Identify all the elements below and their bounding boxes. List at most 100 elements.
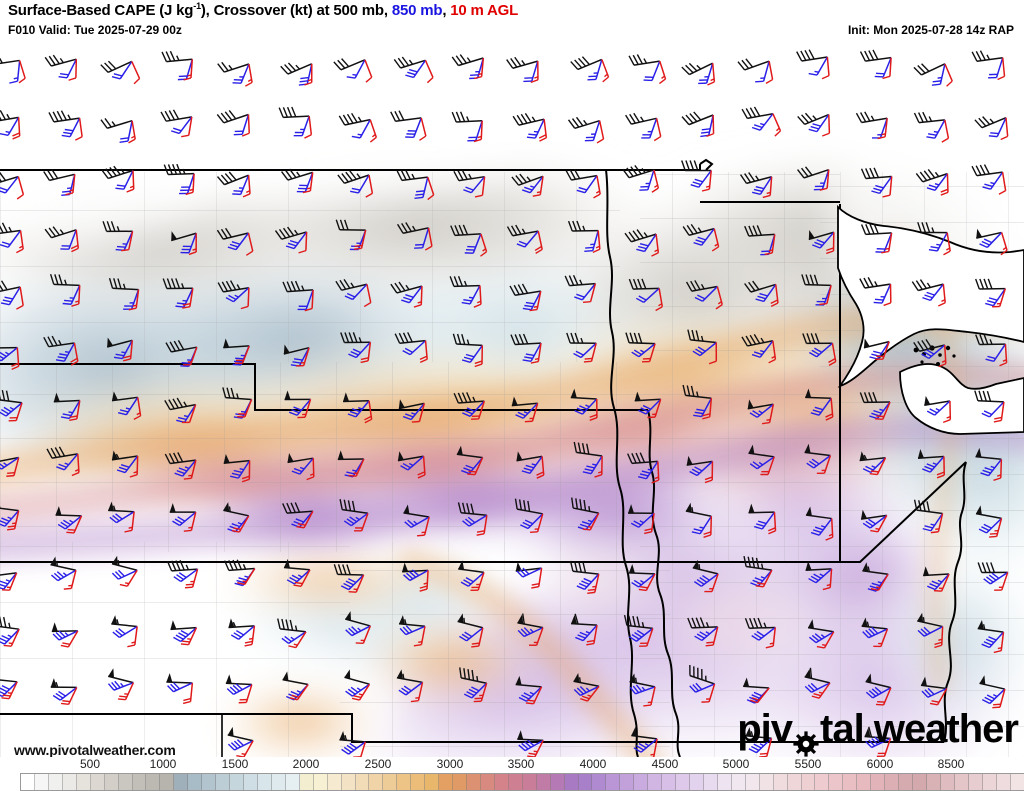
wind-barb <box>424 227 433 251</box>
colorbar[interactable]: 500 1000 1500 2000 2500 3000 3500 4000 4500 5000 5… <box>0 757 1024 791</box>
wind-barb <box>628 627 654 642</box>
wind-barb <box>981 688 1006 705</box>
wind-barb <box>643 686 656 707</box>
wind-barb <box>462 514 488 527</box>
wind-barb <box>230 625 255 640</box>
wind-barb <box>647 399 662 419</box>
wind-barb <box>941 119 950 143</box>
wind-barb <box>121 231 134 252</box>
wind-barb <box>43 335 75 348</box>
wind-barb <box>529 291 542 312</box>
wind-barb <box>864 726 891 740</box>
wind-barb <box>936 456 945 479</box>
wind-barb <box>354 512 369 532</box>
wind-barb <box>0 116 20 136</box>
header-bar: Surface-Based CAPE (J kg-1), Crossover (… <box>0 0 1024 42</box>
wind-barb <box>751 340 774 358</box>
wind-barb <box>60 630 79 648</box>
colorbar-swatch <box>62 774 77 790</box>
wind-barb <box>922 513 944 532</box>
wind-barb <box>461 285 481 305</box>
colorbar-swatch <box>216 774 231 790</box>
wind-barb <box>0 678 18 683</box>
wind-barb <box>741 333 774 347</box>
wind-barb <box>806 454 831 469</box>
wind-barb <box>0 286 21 306</box>
wind-barb <box>111 450 138 461</box>
wind-barb <box>685 280 718 292</box>
init-time-label: Init: Mon 2025-07-28 14z RAP <box>847 23 1014 37</box>
wind-barb <box>223 338 250 349</box>
wind-barb <box>653 118 662 142</box>
wind-barb <box>274 226 307 240</box>
wind-barb <box>923 566 950 577</box>
wind-barb <box>115 170 134 190</box>
brand-watermark: piv <box>737 707 1019 757</box>
colorbar-swatch <box>773 774 788 790</box>
wind-barb <box>651 234 660 257</box>
colorbar-swatch <box>536 774 551 790</box>
wind-barb <box>516 567 542 578</box>
wind-barb <box>473 682 488 703</box>
wind-barb <box>997 57 1006 81</box>
wind-barb <box>101 165 134 180</box>
wind-barb <box>0 57 20 65</box>
colorbar-swatch <box>118 774 133 790</box>
wind-barb <box>638 573 656 592</box>
wind-barb <box>285 231 308 250</box>
wind-barb <box>592 230 601 254</box>
wind-barb <box>231 515 250 533</box>
wind-barb <box>747 399 774 410</box>
wind-barb <box>979 675 1006 690</box>
wind-barb <box>68 59 78 81</box>
wind-barb <box>173 568 199 583</box>
wind-barb <box>217 280 249 293</box>
wind-barb <box>808 631 835 644</box>
wind-barb <box>768 512 777 535</box>
wind-barb <box>337 450 364 461</box>
colorbar-swatch <box>21 774 35 790</box>
wind-barb <box>518 739 544 752</box>
colorbar-swatch <box>230 774 244 790</box>
colorbar-swatch <box>425 774 440 790</box>
wind-barb <box>44 54 77 67</box>
colorbar-swatch <box>606 774 621 790</box>
wind-barb <box>917 222 948 234</box>
wind-barb <box>0 456 20 470</box>
wind-barb <box>126 170 135 193</box>
wind-barb <box>106 337 133 348</box>
wind-barb <box>804 682 831 693</box>
wind-barb <box>344 283 368 301</box>
wind-barb <box>574 283 596 301</box>
wind-barb <box>859 277 891 289</box>
wind-barb <box>971 164 1003 177</box>
wind-barb <box>464 233 482 254</box>
map-canvas[interactable]: www.pivotalweather.com piv <box>0 42 1024 757</box>
wind-barb <box>287 452 314 464</box>
wind-barb <box>463 176 486 194</box>
wind-barb <box>348 458 365 477</box>
colorbar-swatch <box>439 774 454 790</box>
wind-barb <box>304 63 313 86</box>
wind-barb <box>244 625 256 647</box>
wind-barb <box>298 231 308 254</box>
wind-barb <box>360 342 372 364</box>
colorbar-tick: 500 <box>79 757 101 771</box>
colorbar-swatch <box>467 774 481 790</box>
wind-barb <box>860 223 892 236</box>
wind-barb <box>651 169 660 193</box>
wind-barb <box>340 574 365 591</box>
colorbar-swatch <box>202 774 217 790</box>
wind-barb <box>403 504 430 518</box>
wind-barb <box>71 453 80 477</box>
wind-barb <box>57 515 83 530</box>
wind-barb <box>702 398 713 420</box>
wind-barb <box>48 110 80 123</box>
wind-barb <box>51 569 77 582</box>
wind-barb <box>819 285 832 306</box>
wind-barb <box>934 626 944 649</box>
wind-barb <box>641 343 656 363</box>
wind-barb <box>241 114 251 137</box>
wind-barb <box>573 685 600 697</box>
wind-barb <box>825 398 834 421</box>
